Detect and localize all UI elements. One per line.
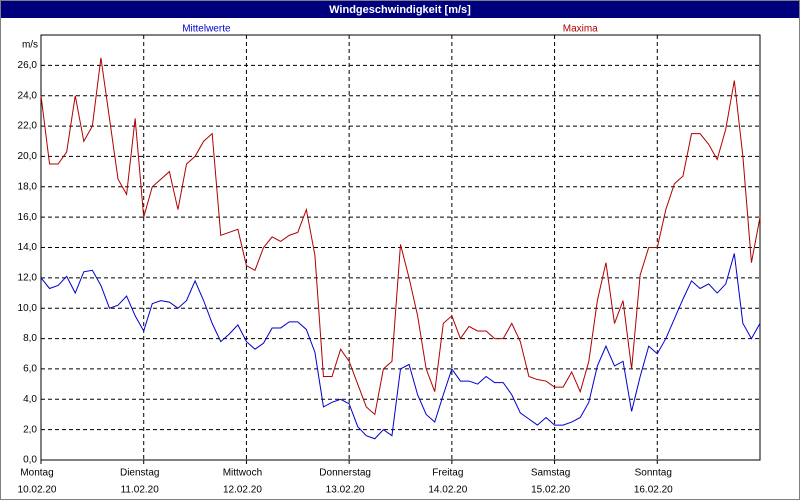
x-tick-date: 13.02.20: [326, 485, 365, 496]
x-tick-label: Mittwoch: [223, 468, 262, 479]
y-tick-label: 22,0: [18, 121, 38, 132]
x-tick-date: 11.02.20: [121, 485, 160, 496]
title-bar: [1, 1, 799, 18]
x-tick-label: Freitag: [432, 468, 463, 479]
data-line: [40, 253, 761, 440]
y-tick-label: 6,0: [23, 364, 37, 375]
x-tick-label: Sonntag: [635, 468, 672, 479]
y-tick-label: 8,0: [23, 333, 37, 344]
y-tick-label: 4,0: [23, 394, 37, 405]
y-tick-label: 20,0: [18, 151, 38, 162]
x-tick-label: Dienstag: [120, 468, 159, 479]
y-tick-label: 0,0: [23, 455, 37, 466]
x-tick-date: 10.02.20: [18, 485, 57, 496]
plot-border: [40, 34, 761, 461]
x-tick-date: 12.02.20: [223, 485, 262, 496]
y-tick-label: 18,0: [18, 181, 38, 192]
y-tick-label: 24,0: [18, 90, 38, 101]
x-tick-date: 16.02.20: [634, 485, 673, 496]
legend-label: Mittelwerte: [182, 24, 231, 35]
y-tick-label: 26,0: [18, 60, 38, 71]
y-tick-label: 14,0: [18, 242, 38, 253]
x-tick-date: 14.02.20: [428, 485, 467, 496]
chart-title: Windgeschwindigkeit [m/s]: [329, 4, 471, 16]
x-tick-label: Donnerstag: [319, 468, 371, 479]
x-tick-date: 15.02.20: [531, 485, 570, 496]
x-tick-label: Montag: [20, 468, 53, 479]
x-tick-label: Samstag: [531, 468, 570, 479]
y-tick-label: 12,0: [18, 272, 38, 283]
y-tick-label: 2,0: [23, 424, 37, 435]
legend-label: Maxima: [563, 24, 598, 35]
y-tick-label: 16,0: [18, 212, 38, 223]
y-tick-label: 10,0: [18, 303, 38, 314]
data-line: [40, 57, 761, 416]
y-axis-label: m/s: [22, 40, 38, 51]
